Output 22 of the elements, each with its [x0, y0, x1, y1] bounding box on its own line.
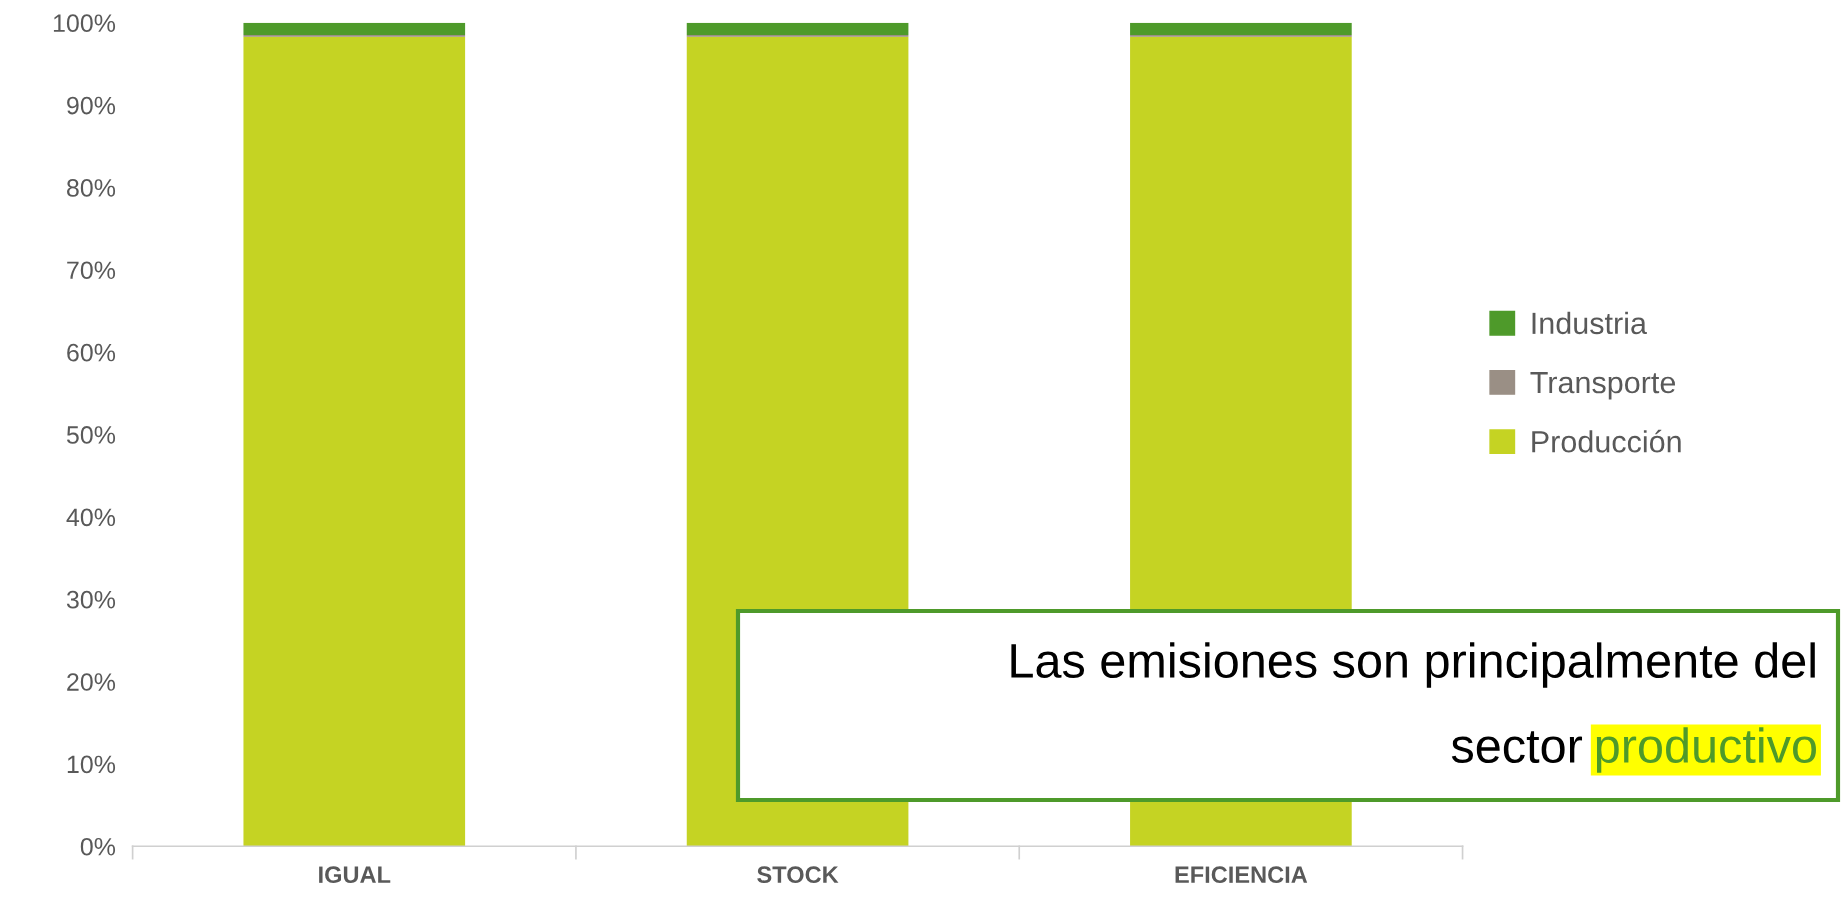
bar	[243, 36, 466, 847]
y-tick-label: 20%	[67, 673, 116, 691]
annotation: Las emisiones son principalmente del sector productivo	[1011, 642, 1816, 773]
legend-label: Producción	[1532, 429, 1681, 453]
y-tick-label: 90%	[67, 96, 116, 115]
x-tick-label: STOCK	[757, 866, 839, 884]
legend-label: Transporte	[1530, 372, 1676, 400]
y-tick-label: 0%	[80, 837, 116, 856]
legend-label: Industria	[1532, 311, 1647, 335]
bar	[686, 22, 909, 36]
y-tick-label: 30%	[66, 590, 116, 609]
y-tick-label: 40%	[66, 508, 116, 527]
bar	[243, 22, 466, 36]
y-tick-label: 10%	[67, 755, 116, 774]
x-tick-label: IGUAL	[319, 866, 391, 884]
y-tick-label: 60%	[67, 343, 116, 362]
y-tick-label: 100%	[53, 14, 116, 33]
y-tick-label: 80%	[67, 179, 116, 197]
y-tick-label: 70%	[67, 261, 116, 280]
bar	[1130, 22, 1352, 36]
x-tick-label: EFICIENCIA	[1175, 866, 1308, 884]
y-tick-label: 50%	[66, 426, 116, 444]
